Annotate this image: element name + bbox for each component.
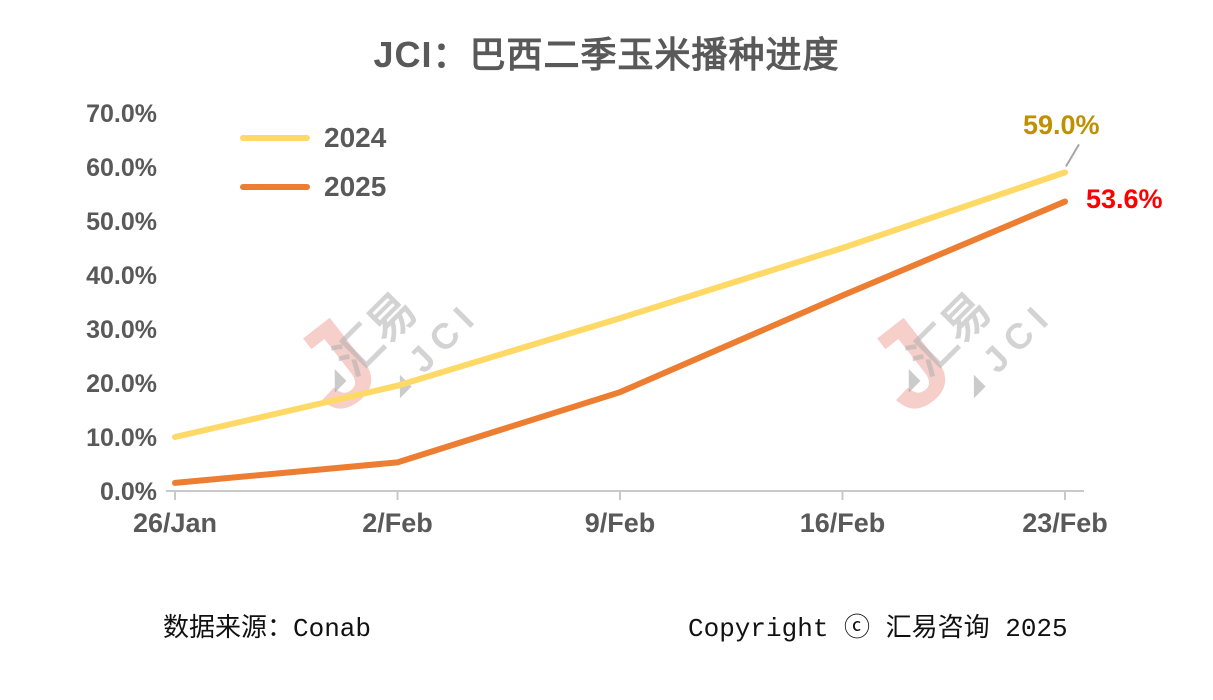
y-axis-tick-label: 30.0% [86, 316, 157, 344]
x-axis-tick-label: 2/Feb [362, 508, 433, 538]
legend-swatch-2025 [240, 184, 310, 190]
x-axis-tick-label: 16/Feb [800, 508, 886, 538]
x-axis-tick-label: 23/Feb [1022, 508, 1108, 538]
legend-item-2024: 2024 [240, 122, 387, 153]
y-axis-tick-label: 50.0% [86, 208, 157, 236]
data-source-note: 数据来源：Conab [163, 614, 372, 644]
series-layer [172, 143, 1080, 486]
copyright-note: Copyright ⓒ 汇易咨询 2025 [688, 614, 1068, 644]
y-axis-tick-label: 60.0% [86, 154, 157, 182]
data-label-2024-final: 59.0% [1023, 110, 1100, 140]
data-label-2025-final: 53.6% [1086, 184, 1163, 214]
y-axis-tick-label: 0.0% [100, 478, 157, 506]
x-axis-tick-label: 9/Feb [585, 508, 656, 538]
axis-layer: 26/Jan 2/Feb 9/Feb 16/Feb 23/Feb 0.0% 10.0% 20.… [86, 100, 1108, 538]
series-line-2024 [172, 169, 1068, 440]
y-axis-tick-label: 40.0% [86, 262, 157, 290]
y-axis-tick-label: 10.0% [86, 424, 157, 452]
legend: 2024 2025 [240, 122, 387, 202]
y-axis-tick-label: 20.0% [86, 370, 157, 398]
y-axis-tick-label: 70.0% [86, 100, 157, 128]
legend-swatch-2024 [240, 135, 310, 141]
chart-title: JCI：巴西二季玉米播种进度 [373, 34, 840, 75]
legend-label-2025: 2025 [324, 171, 387, 202]
legend-label-2024: 2024 [324, 122, 387, 153]
series-line-2025 [172, 198, 1068, 486]
legend-item-2025: 2025 [240, 171, 387, 202]
data-label-leader-line [1065, 143, 1080, 167]
x-axis-tick-label: 26/Jan [133, 508, 217, 538]
